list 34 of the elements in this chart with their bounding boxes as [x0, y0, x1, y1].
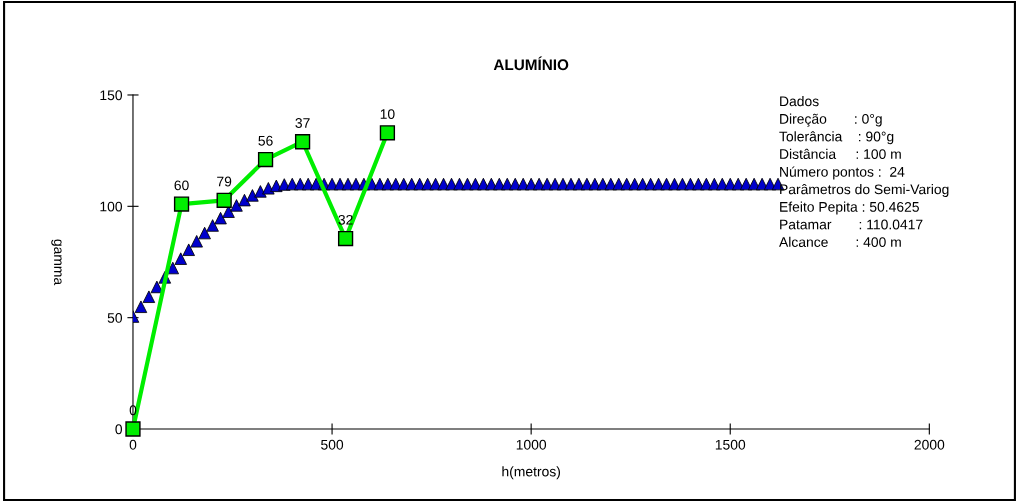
y-tick-label: 100 [100, 201, 123, 212]
y-axis-title: gamma [51, 239, 62, 286]
point [379, 125, 396, 141]
x-tick-label: 2000 [914, 439, 945, 450]
annotation: Número pontos : 24 [780, 166, 905, 180]
x-tick-label: 500 [321, 439, 344, 450]
point [125, 421, 141, 437]
x-tick-label: 0 [129, 439, 137, 450]
point [257, 151, 274, 168]
point [216, 192, 232, 208]
annotation: 10 [380, 109, 395, 119]
point [337, 230, 354, 247]
annotation: 0 [129, 405, 137, 416]
annotation: Dados [780, 96, 819, 107]
x-tick-label: 1500 [715, 439, 746, 450]
y-tick-label: 150 [100, 90, 123, 101]
annotation: Patamar : 110.0417 [780, 219, 923, 230]
y-tick-label: 50 [107, 313, 123, 323]
annotation: Parâmetros do Semi-Variog [780, 184, 949, 197]
x-axis-title: h(metros) [502, 466, 560, 480]
y-tick-label: 0 [115, 424, 123, 435]
annotation: 56 [258, 135, 273, 146]
annotation: 60 [174, 180, 189, 191]
annotation: Tolerância : 90°g [779, 131, 894, 145]
annotation: Direção : 0°g [780, 113, 882, 127]
annotation: Efeito Pepita : 50.4625 [780, 201, 919, 215]
chart-title: ALUMÍNIO [493, 56, 569, 71]
annotation: 79 [217, 176, 232, 187]
point [173, 196, 190, 212]
annotation: Distância : 100 m [780, 148, 901, 159]
point [294, 134, 311, 150]
annotation: Alcance : 400 m [779, 236, 901, 247]
annotation: 37 [295, 118, 310, 128]
x-tick-label: 1000 [516, 439, 547, 450]
